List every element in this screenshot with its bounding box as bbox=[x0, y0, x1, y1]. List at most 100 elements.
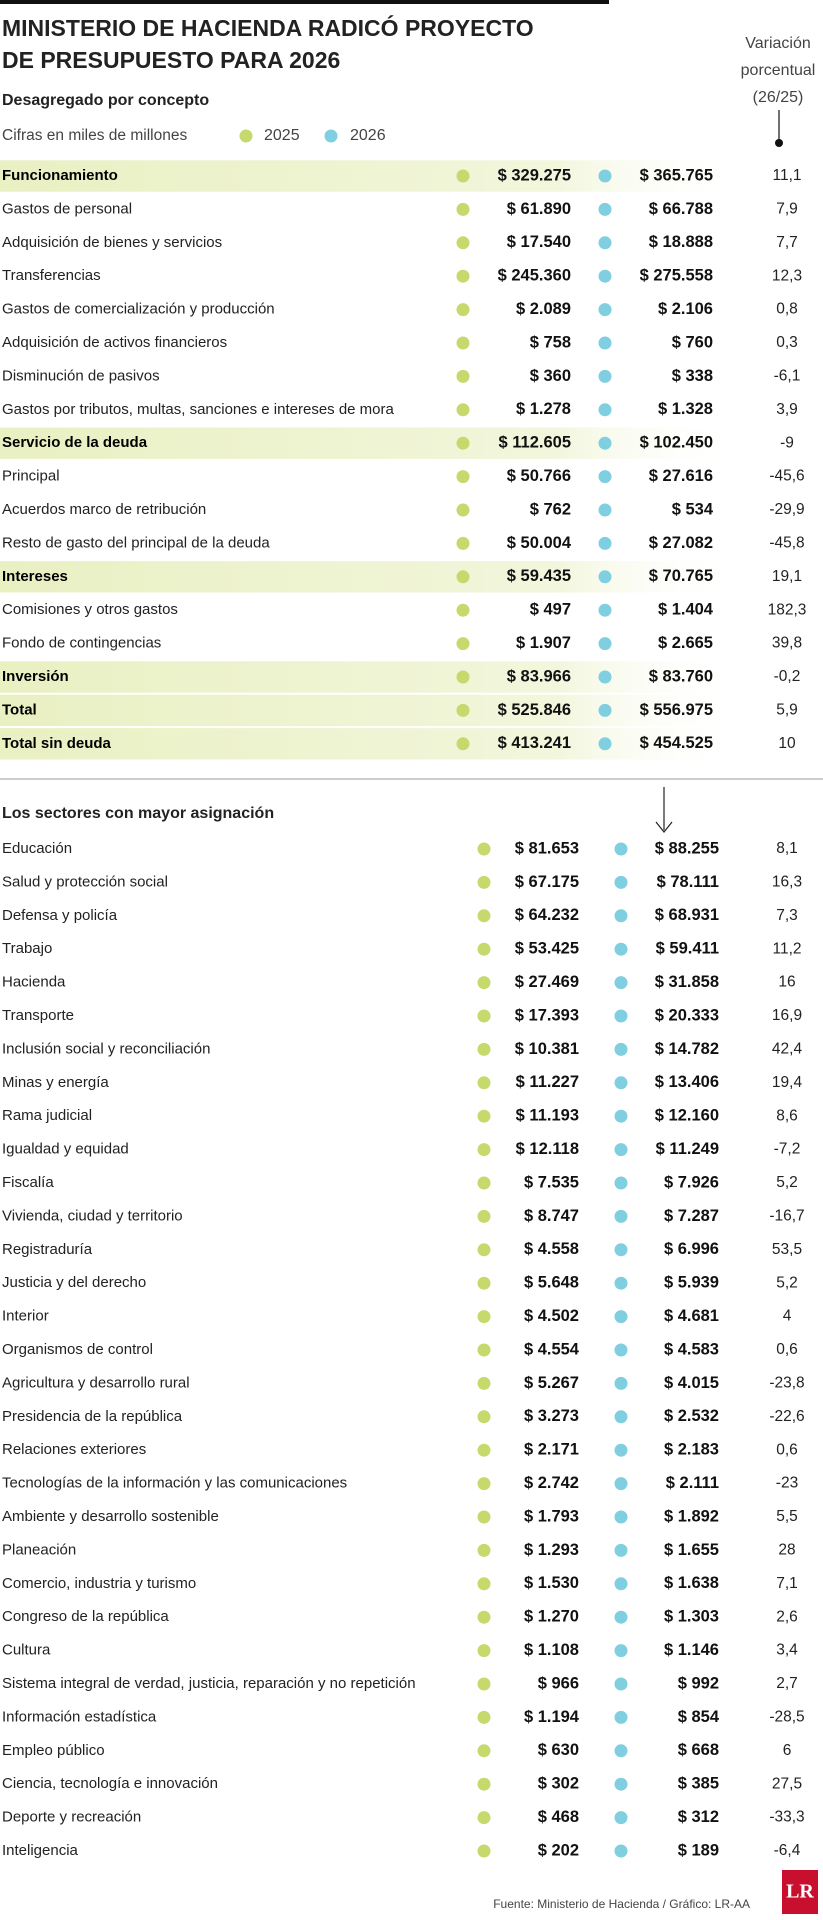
dot-2026 bbox=[614, 1844, 628, 1858]
row-label: Organismos de control bbox=[2, 1341, 153, 1358]
dot-2025 bbox=[456, 436, 470, 450]
variation: 11,1 bbox=[772, 167, 801, 184]
dot-2025 bbox=[477, 1510, 491, 1524]
value-2026: $ 1.146 bbox=[664, 1641, 719, 1659]
value-2026: $ 7.926 bbox=[664, 1173, 719, 1191]
value-2025: $ 360 bbox=[530, 367, 571, 385]
dot-2025 bbox=[477, 1677, 491, 1691]
variation: 7,1 bbox=[776, 1575, 798, 1592]
row-highlight bbox=[0, 160, 740, 192]
value-2025: $ 8.747 bbox=[524, 1207, 579, 1225]
dot-2025 bbox=[456, 303, 470, 317]
variation: -16,7 bbox=[769, 1207, 804, 1224]
value-2025: $ 59.435 bbox=[507, 567, 571, 585]
value-2026: $ 534 bbox=[672, 500, 714, 518]
note: Cifras en miles de millones bbox=[2, 127, 187, 144]
value-2025: $ 630 bbox=[538, 1741, 579, 1759]
row-label: Relaciones exteriores bbox=[2, 1441, 146, 1458]
dot-2026 bbox=[614, 1710, 628, 1724]
variation: 16,3 bbox=[772, 873, 802, 890]
value-2025: $ 3.273 bbox=[524, 1407, 579, 1425]
pointer-dot bbox=[775, 139, 783, 147]
value-2025: $ 1.278 bbox=[516, 400, 571, 418]
value-2026: $ 275.558 bbox=[640, 267, 713, 285]
dot-2026 bbox=[598, 336, 612, 350]
dot-2025 bbox=[477, 1710, 491, 1724]
value-2026: $ 27.082 bbox=[649, 534, 713, 552]
value-2025: $ 5.267 bbox=[524, 1374, 579, 1392]
variation: 2,7 bbox=[776, 1675, 798, 1692]
dot-2026 bbox=[598, 269, 612, 283]
row-label: Total bbox=[2, 701, 37, 718]
value-2025: $ 525.846 bbox=[498, 701, 571, 719]
dot-2026 bbox=[614, 1343, 628, 1357]
value-2025: $ 11.193 bbox=[516, 1107, 579, 1125]
dot-2026 bbox=[614, 842, 628, 856]
value-2025: $ 302 bbox=[538, 1775, 579, 1793]
dot-2025 bbox=[477, 942, 491, 956]
variation: 0,3 bbox=[776, 334, 798, 351]
row-label: Ambiente y desarrollo sostenible bbox=[2, 1508, 219, 1525]
variation: 4 bbox=[783, 1308, 792, 1325]
dot-2026 bbox=[614, 1042, 628, 1056]
dot-2025 bbox=[456, 269, 470, 283]
value-2026: $ 20.333 bbox=[655, 1006, 719, 1024]
row-label: Rama judicial bbox=[2, 1107, 92, 1124]
row-label: Hacienda bbox=[2, 974, 66, 991]
row-label: Inversión bbox=[2, 668, 69, 685]
row-label: Gastos de comercialización y producción bbox=[2, 301, 275, 318]
dot-2026 bbox=[614, 1009, 628, 1023]
value-2025: $ 4.554 bbox=[524, 1340, 580, 1358]
row-label: Deporte y recreación bbox=[2, 1809, 141, 1826]
variation: -28,5 bbox=[769, 1708, 804, 1725]
value-2026: $ 312 bbox=[678, 1808, 719, 1826]
value-2025: $ 762 bbox=[530, 500, 571, 518]
dot-2025 bbox=[456, 603, 470, 617]
row-label: Igualdad y equidad bbox=[2, 1141, 129, 1158]
value-2025: $ 758 bbox=[530, 333, 571, 351]
row-label: Educación bbox=[2, 840, 72, 857]
value-2026: $ 83.760 bbox=[649, 667, 713, 685]
variation-header: porcentual bbox=[741, 62, 816, 79]
title: MINISTERIO DE HACIENDA RADICÓ PROYECTO bbox=[2, 14, 534, 41]
dot-2025 bbox=[477, 1109, 491, 1123]
dot-2025 bbox=[477, 1143, 491, 1157]
dot-2026 bbox=[614, 1176, 628, 1190]
dot-2026 bbox=[614, 1644, 628, 1658]
dot-2025 bbox=[477, 1376, 491, 1390]
value-2026: $ 7.287 bbox=[664, 1207, 719, 1225]
value-2026: $ 78.111 bbox=[657, 873, 719, 891]
value-2026: $ 2.183 bbox=[664, 1441, 719, 1459]
variation: 8,1 bbox=[776, 840, 798, 857]
row-highlight bbox=[0, 694, 740, 727]
variation-header: (26/25) bbox=[753, 89, 804, 106]
value-2025: $ 81.653 bbox=[515, 839, 579, 857]
variation: -45,8 bbox=[769, 534, 804, 551]
row-label: Ciencia, tecnología e innovación bbox=[2, 1775, 218, 1792]
value-2025: $ 7.535 bbox=[524, 1173, 579, 1191]
value-2025: $ 1.793 bbox=[524, 1507, 579, 1525]
dot-2025 bbox=[477, 842, 491, 856]
value-2026: $ 1.638 bbox=[664, 1574, 719, 1592]
value-2026: $ 14.782 bbox=[655, 1040, 719, 1058]
variation: 19,1 bbox=[772, 568, 802, 585]
value-2025: $ 329.275 bbox=[498, 166, 571, 184]
logo-box bbox=[782, 1870, 818, 1914]
dot-2025 bbox=[477, 1811, 491, 1825]
dot-2026 bbox=[598, 169, 612, 183]
dot-2026 bbox=[614, 1410, 628, 1424]
dot-2025 bbox=[456, 670, 470, 684]
subtitle: Desagregado por concepto bbox=[2, 92, 209, 109]
dot-2026 bbox=[614, 1143, 628, 1157]
dot-2026 bbox=[614, 1243, 628, 1257]
row-label: Empleo público bbox=[2, 1742, 105, 1759]
value-2026: $ 338 bbox=[672, 367, 713, 385]
value-2026: $ 4.681 bbox=[664, 1307, 719, 1325]
dot-2026 bbox=[614, 1510, 628, 1524]
dot-2026 bbox=[614, 1811, 628, 1825]
variation: 11,2 bbox=[772, 940, 801, 957]
variation: 28 bbox=[778, 1541, 795, 1558]
value-2025: $ 497 bbox=[530, 601, 571, 619]
value-2026: $ 66.788 bbox=[649, 200, 713, 218]
